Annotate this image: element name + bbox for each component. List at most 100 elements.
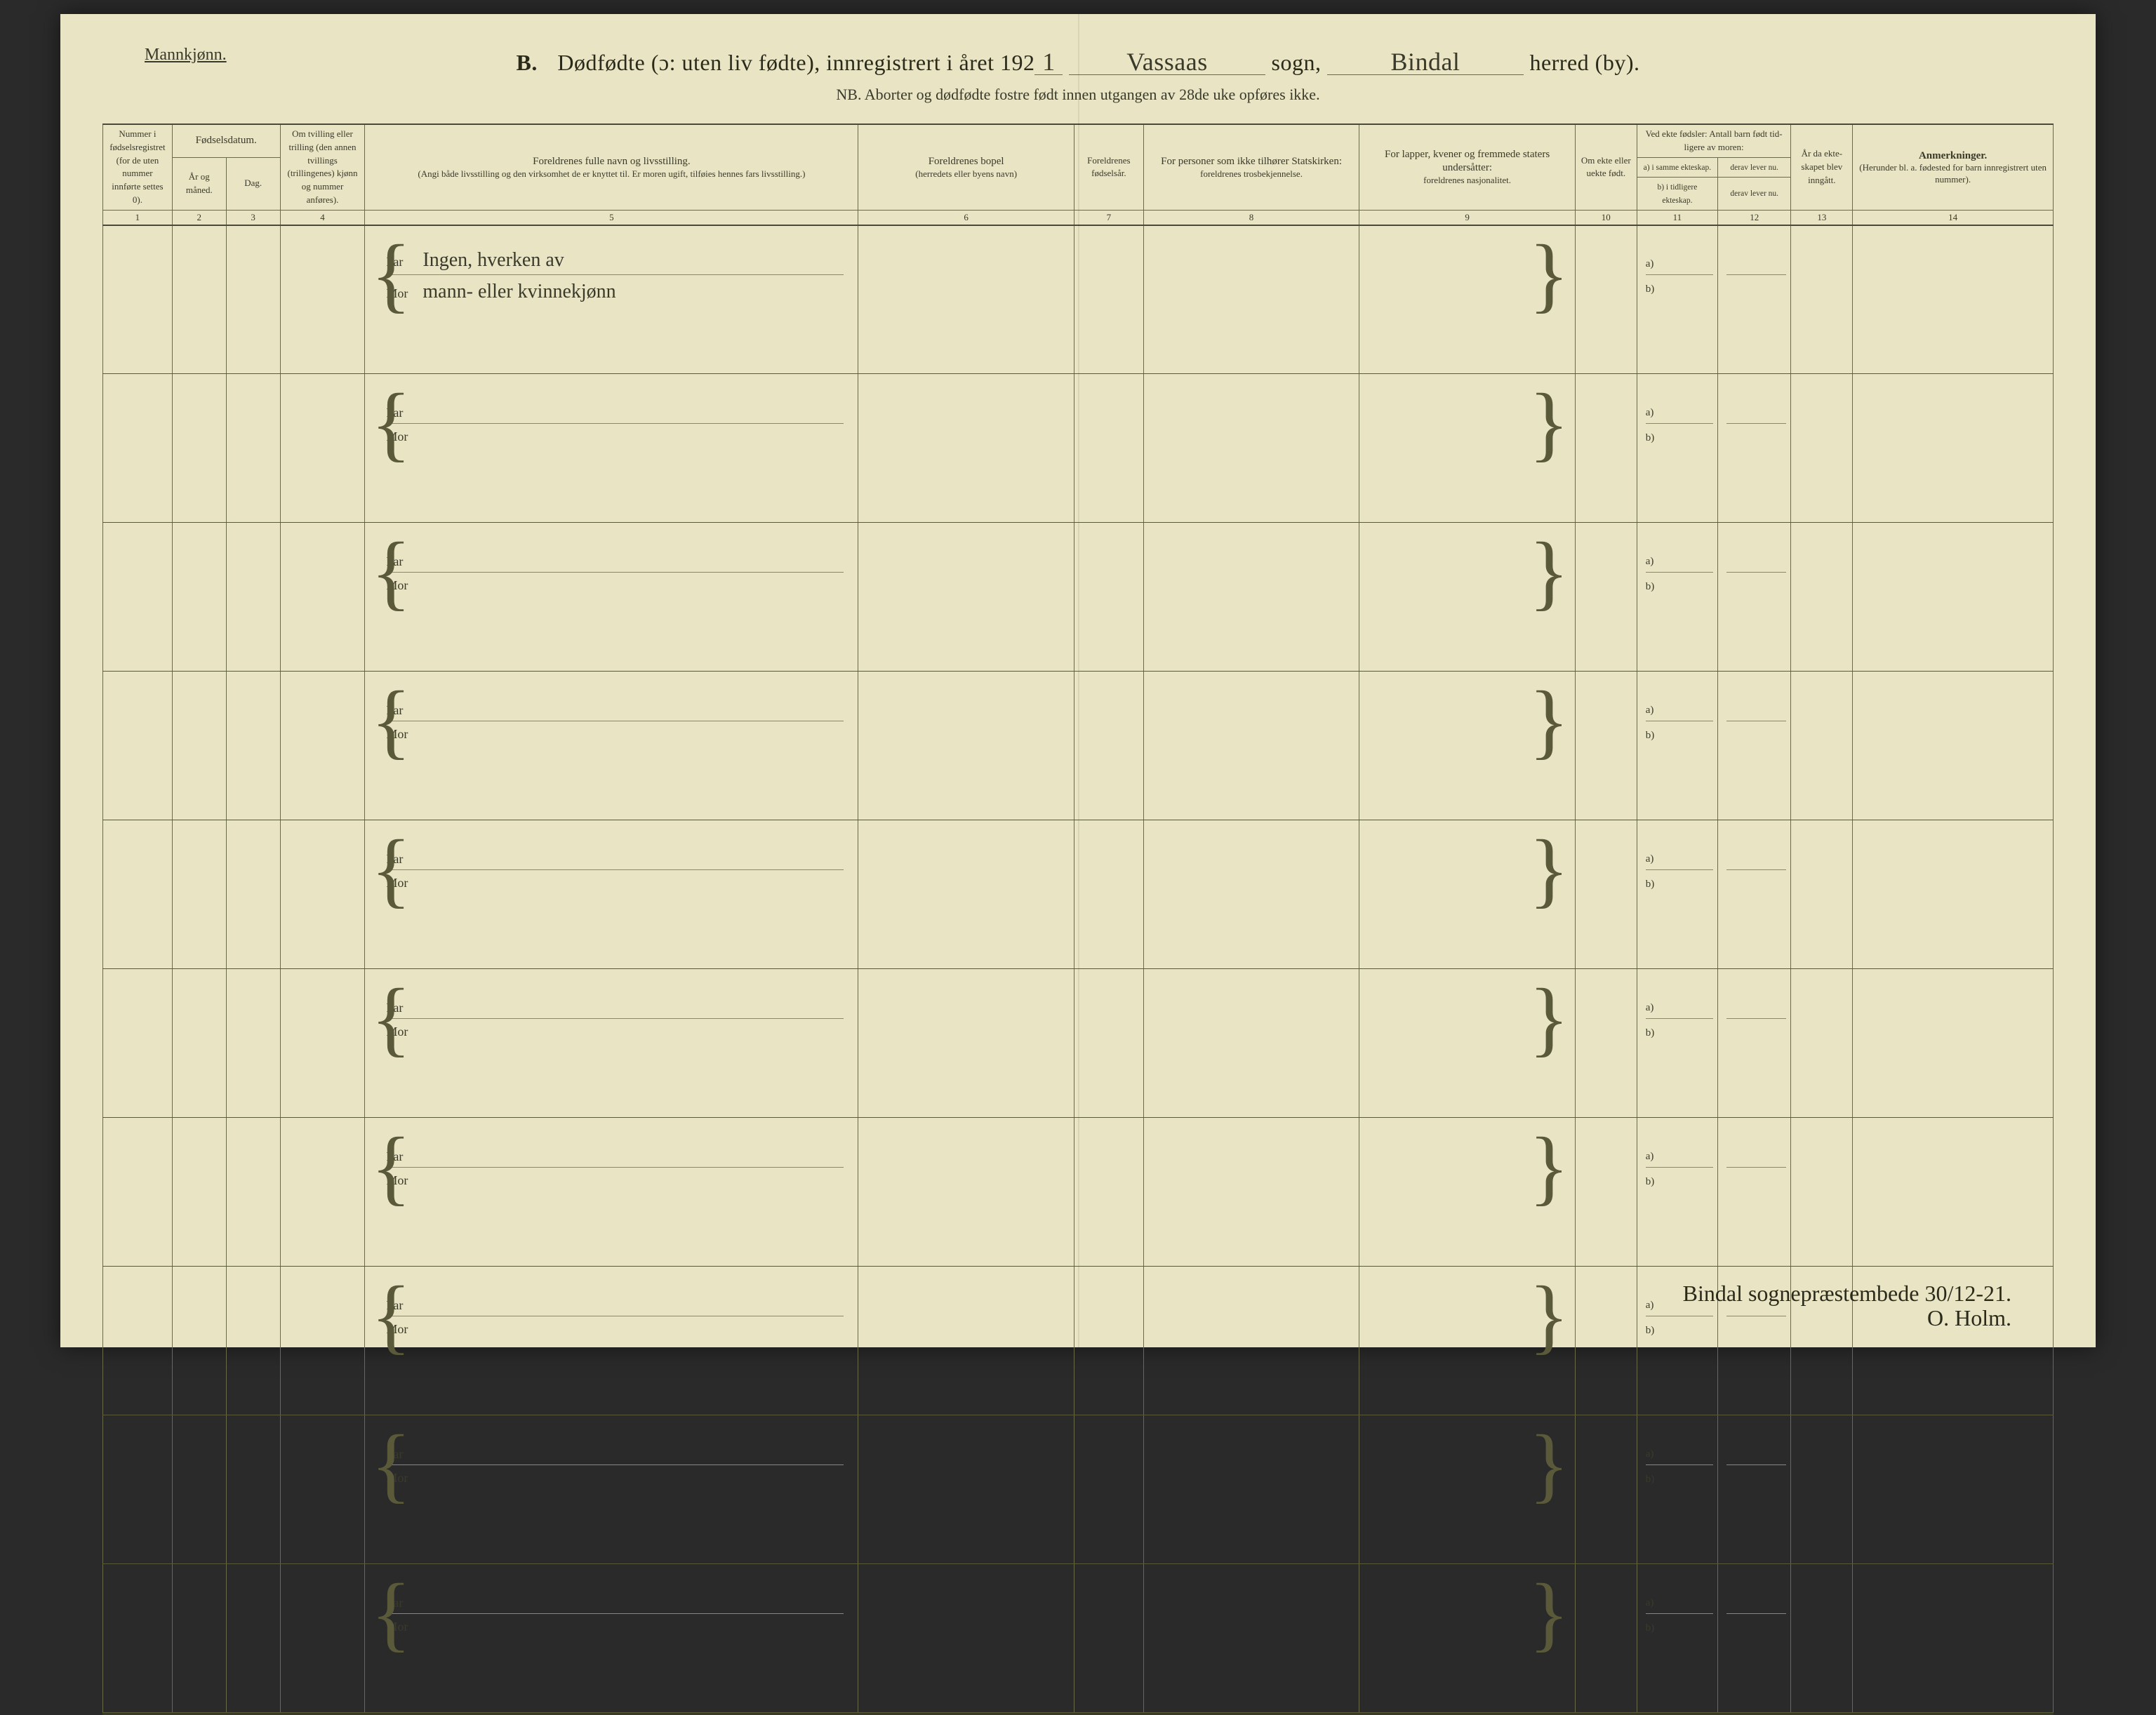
a-label: a) [1646,994,1713,1019]
col-header-7: For­eldrenes fødsels­år. [1074,125,1143,210]
col-num: 3 [226,210,280,225]
empty-cell [1853,1118,2054,1216]
derav-cell [1718,523,1791,621]
b-label: b) [1646,1019,1713,1043]
empty-cell: } [1359,374,1576,472]
empty-cell [1791,374,1853,472]
empty-cell [103,1415,173,1514]
empty-cell [1791,225,1853,323]
empty-cell [1074,1415,1143,1514]
table-row: {FarMor}a)b) [103,374,2054,472]
empty-cell [1575,672,1637,770]
col-num: 10 [1575,210,1637,225]
empty-cell [1853,820,2054,919]
table-row: {FarMor}a)b) [103,1118,2054,1216]
row-separator [103,919,2054,969]
empty-cell [1143,1415,1359,1514]
empty-cell [1853,1415,2054,1514]
derav-cell [1718,1564,1791,1662]
empty-cell [1074,672,1143,770]
empty-cell: } [1359,1118,1576,1216]
row-separator [103,472,2054,523]
b-label: b) [1646,721,1713,746]
empty-cell [858,225,1074,323]
empty-cell [103,225,173,323]
empty-cell [1074,225,1143,323]
empty-cell [858,1267,1074,1365]
col-header-5: Foreldrenes fulle navn og livsstilling. … [365,125,858,210]
parents-cell: {FarMor [365,1267,858,1365]
empty-cell [1791,820,1853,919]
empty-cell [1143,820,1359,919]
subtitle: NB. Aborter og dødfødte fostre født inne… [102,86,2054,104]
row-separator [103,1365,2054,1415]
far-label: Far [386,1596,415,1610]
register-table-wrap: Nummer i fødsels­registret (for de uten … [102,124,2054,1715]
empty-cell [858,1118,1074,1216]
empty-cell [858,672,1074,770]
empty-cell [1575,1267,1637,1365]
far-label: Far [386,1447,415,1462]
footer-line1: Bindal sognepræstembede 30/12-21. [1683,1281,2011,1306]
col-header-2b: Dag. [226,157,280,210]
empty-cell [1074,374,1143,472]
empty-cell [172,523,226,621]
empty-cell [226,374,280,472]
empty-cell [103,672,173,770]
a-label: a) [1646,1440,1713,1465]
b-label: b) [1646,1168,1713,1192]
empty-cell [1791,1118,1853,1216]
empty-cell [280,969,365,1067]
a-label: a) [1646,1589,1713,1614]
parents-cell: {FarIngen, hverken avMormann- eller kvin… [365,225,858,323]
empty-cell [1143,969,1359,1067]
empty-cell [1074,1267,1143,1365]
page-title: B. Dødfødte (ɔ: uten liv fødte), innregi… [102,49,2054,76]
parents-cell: {FarMor [365,672,858,770]
empty-cell [172,672,226,770]
empty-cell [226,225,280,323]
ab-cell: a)b) [1637,374,1717,472]
col-header-11-group: Ved ekte fødsler: Antall barn født tid­l… [1637,125,1791,157]
row-separator [103,1067,2054,1118]
empty-cell [858,374,1074,472]
table-row: {FarMor}a)b) [103,1415,2054,1514]
empty-cell [1791,1564,1853,1662]
footer-signature: Bindal sognepræstembede 30/12-21. O. Hol… [1683,1281,2011,1330]
empty-cell [1143,523,1359,621]
empty-cell [1143,672,1359,770]
empty-cell [172,225,226,323]
empty-cell [226,672,280,770]
empty-cell [1575,374,1637,472]
empty-cell [226,1415,280,1514]
empty-cell [226,969,280,1067]
col-num: 11 [1637,210,1717,225]
col-header-11b: b) i tidligere ekteskap. [1637,178,1717,211]
gender-label: Mannkjønn. [145,46,227,65]
empty-cell [280,672,365,770]
col-num: 4 [280,210,365,225]
empty-cell: } [1359,969,1576,1067]
derav-cell [1718,1118,1791,1216]
row-separator [103,1514,2054,1564]
ab-cell: a)b) [1637,523,1717,621]
col-header-10: Om ekte eller uekte født. [1575,125,1637,210]
table-row: {FarMor}a)b) [103,672,2054,770]
empty-cell [103,1564,173,1662]
b-label: b) [1646,424,1713,448]
empty-cell [858,523,1074,621]
empty-cell [103,374,173,472]
table-row: {FarMor}a)b) [103,1564,2054,1662]
col-num: 9 [1359,210,1576,225]
empty-cell [1074,523,1143,621]
far-value: Ingen, hverken av [422,249,844,272]
empty-cell [1853,672,2054,770]
empty-cell [280,225,365,323]
empty-cell: } [1359,1267,1576,1365]
b-label: b) [1646,573,1713,597]
empty-cell [1575,820,1637,919]
sogn-value: Vassaas [1069,49,1265,75]
b-label: b) [1646,275,1713,300]
parents-cell: {FarMor [365,1564,858,1662]
footer-line2: O. Holm. [1683,1306,2011,1330]
